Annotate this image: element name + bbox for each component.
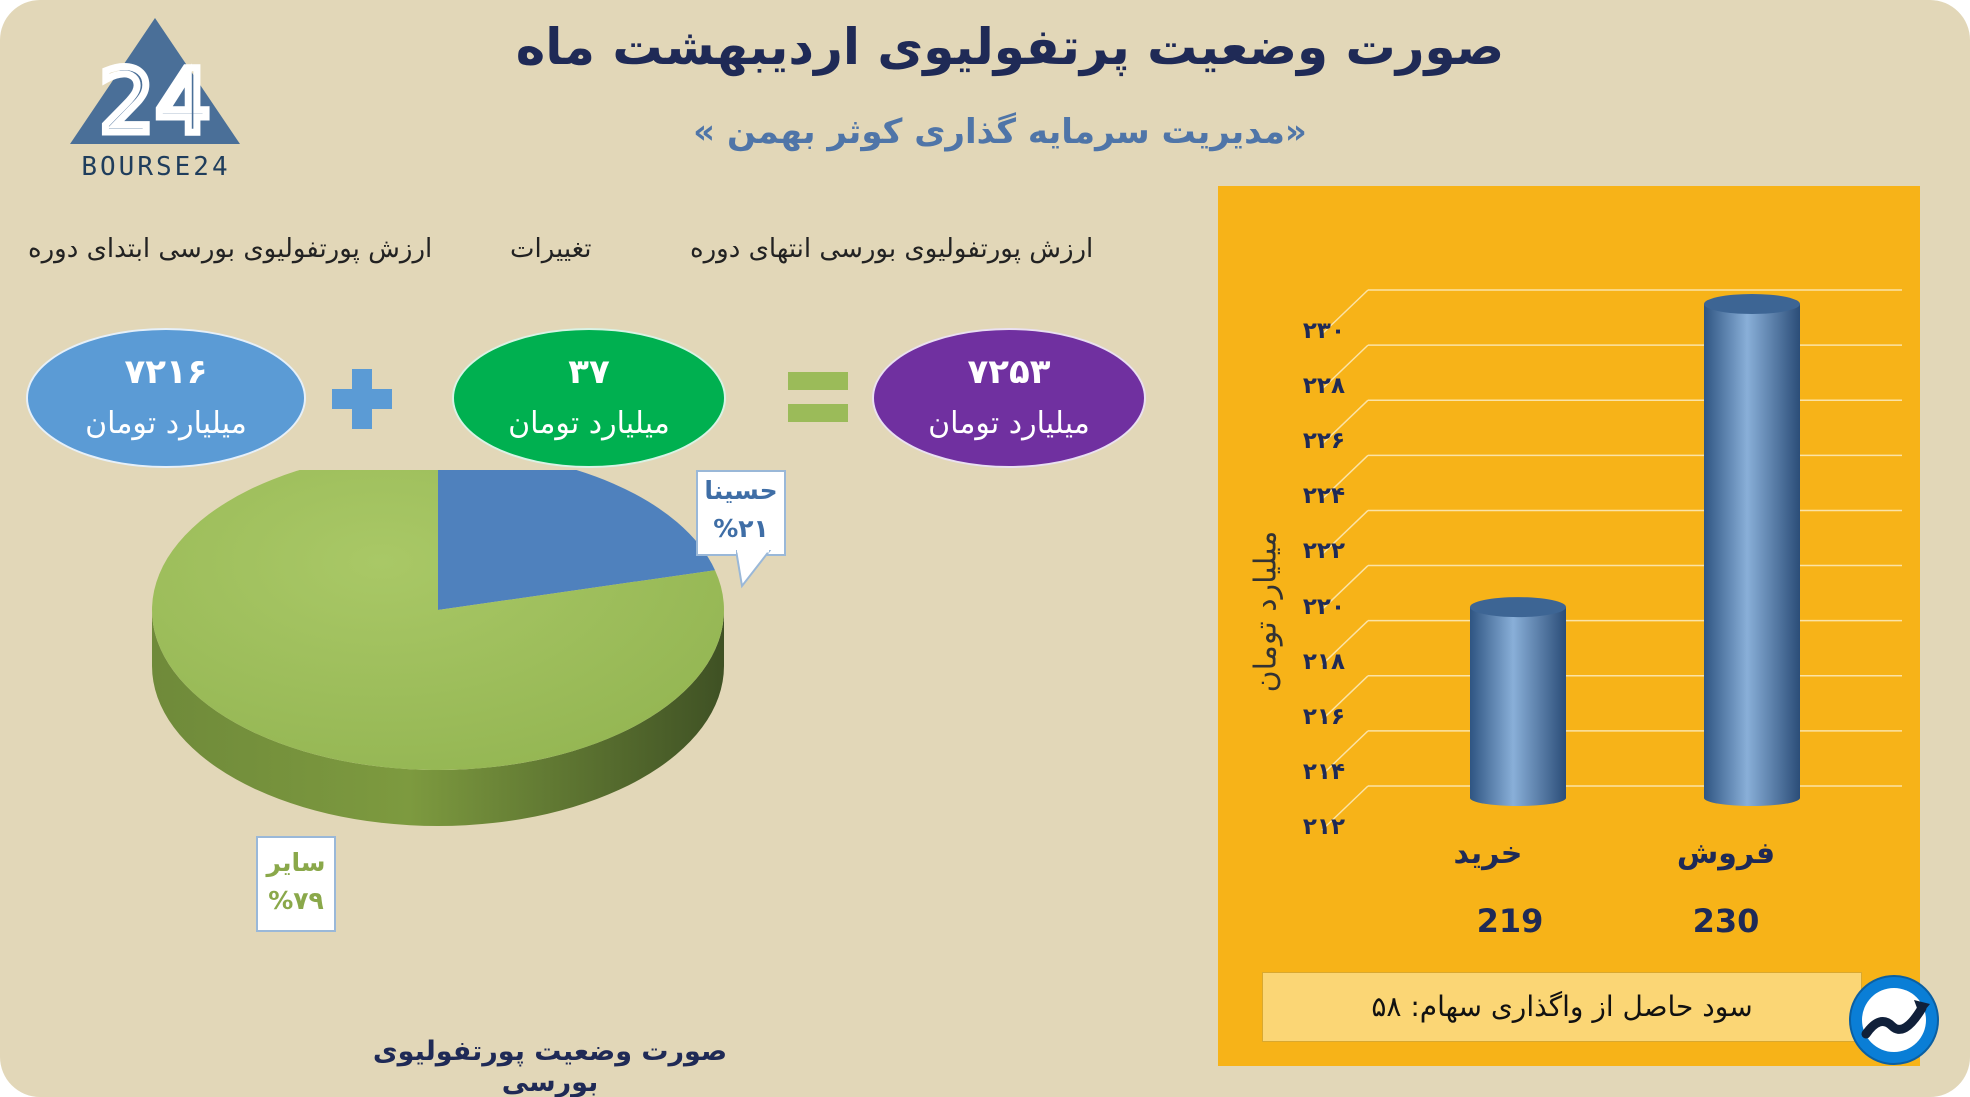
y-tick-label: ۲۱۲	[1302, 814, 1345, 840]
bar-cap	[1470, 597, 1566, 618]
y-tick-label: ۲۱۶	[1302, 703, 1345, 730]
trade-bar-chart	[1321, 289, 1902, 831]
y-tick-label: ۲۲۶	[1302, 428, 1345, 455]
grid-line-depth	[1321, 509, 1369, 555]
bar-body	[1704, 304, 1800, 806]
grid-line-depth	[1321, 454, 1369, 500]
page-title: صورت وضعیت پرتفولیوی اردیبهشت ماه	[515, 18, 1505, 76]
category-label-sell: فروش	[1676, 836, 1776, 871]
equals-icon	[788, 372, 848, 390]
y-tick-label: ۲۲۰	[1302, 593, 1345, 620]
page-subtitle: «مدیریت سرمایه گذاری کوثر بهمن »	[693, 112, 1307, 152]
logo-mark: 24	[99, 50, 211, 153]
bar-cap	[1704, 294, 1800, 314]
y-tick-label: ۲۱۴	[1302, 758, 1345, 785]
logo-text: BOURSE24	[81, 152, 231, 182]
callout-other-name: سایر	[266, 848, 326, 877]
change-value-number: ۳۷	[568, 352, 610, 392]
profit-note: سود حاصل از واگذاری سهام: ۵۸	[1262, 972, 1862, 1042]
pie-side-wall	[152, 610, 724, 826]
y-tick-label: ۲۲۸	[1302, 373, 1345, 400]
end-value-unit: میلیارد تومان	[928, 406, 1090, 441]
y-tick-label: ۲۳۰	[1302, 318, 1345, 344]
label-end-value: ارزش پورتفولیوی بورسی انتهای دوره	[690, 234, 1094, 264]
pie-chart-title: صورت وضعیت پورتفولیوی بورسی	[372, 1036, 728, 1097]
trade-bar-chart-panel	[1218, 186, 1920, 1066]
grid-line-depth	[1321, 399, 1369, 445]
callout-other-percent: %۷۹	[268, 886, 324, 915]
y-tick-label: ۲۲۴	[1302, 483, 1345, 510]
y-tick-label: ۲۲۲	[1302, 538, 1345, 565]
grid-line-depth	[1321, 289, 1369, 335]
bourse24-logo-icon: 24	[70, 18, 240, 157]
start-value-unit: میلیارد تومان	[85, 406, 247, 441]
trend-arrow-icon	[1849, 975, 1939, 1065]
bar-buy	[1470, 597, 1566, 806]
portfolio-pie-chart	[152, 470, 724, 826]
start-value-number: ۷۲۱۶	[124, 352, 208, 392]
callout-hasina-percent: %۲۱	[713, 514, 769, 543]
label-start-value: ارزش پورتفولیوی بورسی ابتدای دوره	[28, 234, 433, 264]
callout-hasina: حسینا %۲۱	[696, 470, 786, 556]
grid-line-depth	[1321, 730, 1369, 776]
end-value-number: ۷۲۵۳	[967, 352, 1051, 392]
change-value-oval: ۳۷ میلیارد تومان	[452, 328, 726, 468]
category-label-buy: خرید	[1453, 836, 1523, 871]
start-value-oval: ۷۲۱۶ میلیارد تومان	[26, 328, 306, 468]
callout-other: سایر %۷۹	[256, 836, 336, 932]
grid-line-depth	[1321, 785, 1369, 831]
callout-hasina-name: حسینا	[704, 476, 778, 505]
y-tick-label: ۲۱۸	[1302, 648, 1345, 675]
grid-line-depth	[1321, 565, 1369, 611]
grid-line-depth	[1321, 344, 1369, 390]
pie-slice-other	[152, 470, 724, 770]
bar-sell	[1704, 294, 1800, 806]
value-label-sell: 230	[1692, 902, 1760, 940]
plus-icon-vertical	[352, 369, 372, 429]
equals-icon-lower	[788, 404, 848, 422]
value-label-buy: 219	[1476, 902, 1544, 940]
y-axis-label: میلیارد تومان	[1248, 530, 1284, 693]
grid-line-depth	[1321, 620, 1369, 666]
callout-pointer-icon	[736, 550, 772, 589]
grid-line-depth	[1321, 675, 1369, 721]
label-changes: تغییرات	[510, 234, 592, 264]
change-value-unit: میلیارد تومان	[508, 406, 670, 441]
end-value-oval: ۷۲۵۳ میلیارد تومان	[872, 328, 1146, 468]
bar-body	[1470, 607, 1566, 806]
pie-slice-hasina	[438, 470, 716, 610]
